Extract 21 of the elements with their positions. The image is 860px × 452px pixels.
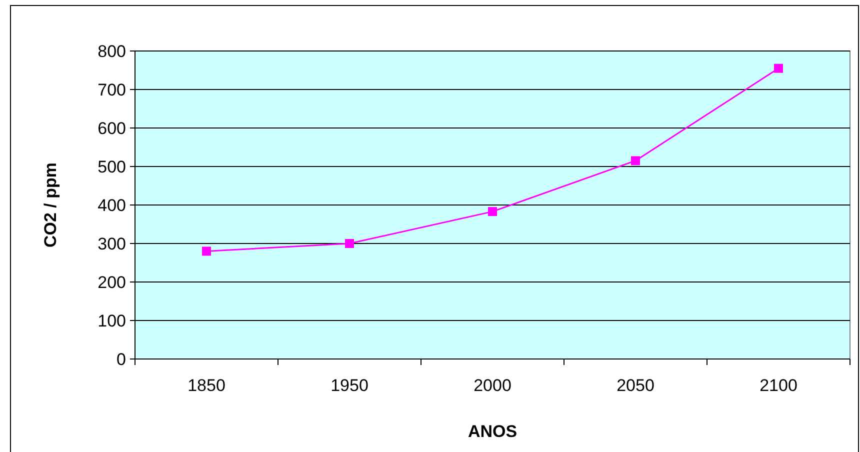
x-tick-label: 2100	[760, 376, 798, 395]
y-tick-label: 400	[98, 196, 126, 215]
x-tick-label: 1950	[330, 376, 368, 395]
point	[345, 239, 354, 248]
y-tick-label: 700	[98, 80, 126, 100]
point	[202, 246, 211, 256]
y-tick-label: 0	[116, 350, 126, 369]
point	[774, 64, 783, 73]
y-tick-label: 800	[98, 42, 126, 61]
x-tick-label: 2050	[616, 376, 654, 395]
point	[488, 207, 497, 216]
x-axis-title: ANOS	[468, 422, 518, 441]
y-tick-label: 100	[98, 311, 126, 330]
x-tick-label: 1850	[188, 376, 226, 395]
x-tick-label: 2000	[474, 376, 512, 395]
y-tick-label: 300	[98, 234, 126, 254]
y-tick-label: 600	[98, 118, 126, 138]
y-axis-title: CO2 / ppm	[41, 162, 60, 248]
point	[631, 156, 640, 166]
y-tick-label: 200	[98, 272, 126, 292]
y-tick-label: 500	[98, 157, 126, 176]
